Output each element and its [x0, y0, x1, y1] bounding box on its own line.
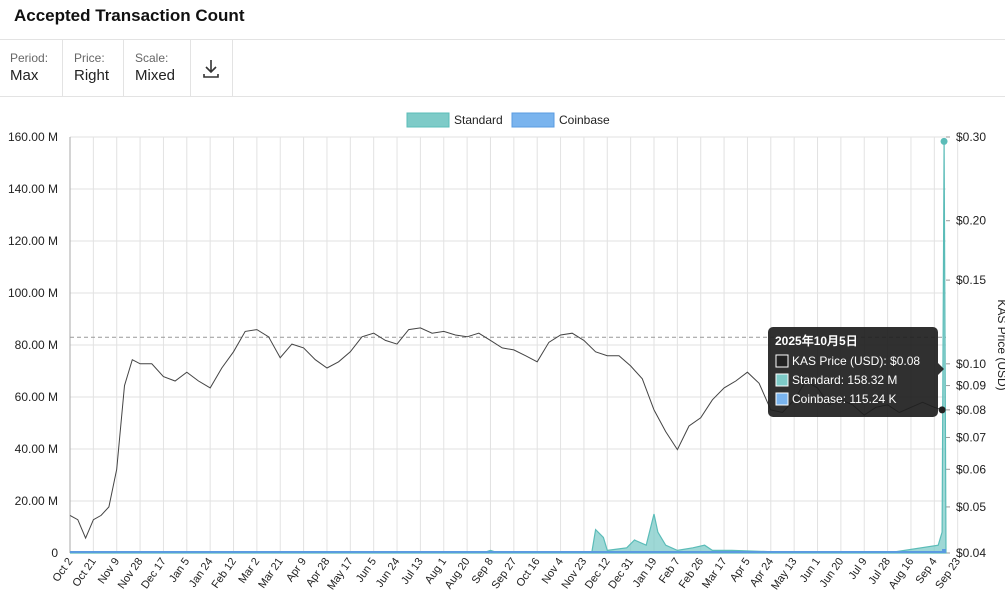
x-tick-label: Oct 21 — [70, 556, 98, 589]
x-tick-label: Jun 20 — [818, 556, 847, 590]
tooltip-swatch-1 — [775, 373, 789, 387]
y-right-tick-label: $0.05 — [956, 500, 986, 514]
y-left-tick-label: 120.00 M — [8, 234, 58, 248]
period-label: Period: — [10, 51, 49, 65]
period-selector[interactable]: Period: Max — [0, 40, 63, 96]
legend-swatch-1 — [511, 112, 555, 128]
x-tick-label: Aug 16 — [887, 556, 917, 591]
x-tick-label: Mar 21 — [256, 556, 285, 591]
legend-label-0: Standard — [454, 113, 503, 127]
y-left-tick-label: 100.00 M — [8, 286, 58, 300]
y-right-tick-label: $0.07 — [956, 430, 986, 444]
tooltip: 2025年10月5日 KAS Price (USD): $0.08 Standard… — [768, 327, 944, 417]
y-left-tick-label: 20.00 M — [15, 494, 58, 508]
y-left-tick-label: 40.00 M — [15, 442, 58, 456]
tooltip-background — [768, 327, 938, 417]
tooltip-row-1: Standard: 158.32 M — [792, 373, 897, 387]
page-title: Accepted Transaction Count — [14, 6, 245, 25]
y-left-tick-label: 140.00 M — [8, 182, 58, 196]
y-left-tick-label: 160.00 M — [8, 130, 58, 144]
x-tick-label: Jan 19 — [631, 556, 660, 590]
y-right-tick-label: $0.20 — [956, 214, 986, 228]
y-right-tick-label: $0.04 — [956, 546, 986, 560]
chart-controls: Period: Max Price: Right Scale: Mixed — [0, 40, 1005, 97]
y-right-tick-label: $0.10 — [956, 357, 986, 371]
coinbase-hover-point — [942, 549, 947, 553]
y-left-tick-label: 60.00 M — [15, 390, 58, 404]
x-tick-label: Sep 27 — [489, 556, 519, 591]
y-right-tick-label: $0.09 — [956, 379, 986, 393]
y-right-tick-label: $0.06 — [956, 462, 986, 476]
price-selector[interactable]: Price: Right — [62, 40, 124, 96]
y-right-tick-label: $0.15 — [956, 273, 986, 287]
x-tick-label: Dec 31 — [606, 556, 636, 591]
x-tick-label: Oct 16 — [514, 556, 542, 589]
tooltip-row-0: KAS Price (USD): $0.08 — [792, 354, 920, 368]
scale-value: Mixed — [135, 67, 176, 84]
x-tick-label: Jul 13 — [399, 556, 426, 587]
y-right-tick-label: $0.08 — [956, 403, 986, 417]
tooltip-title: 2025年10月5日 — [775, 333, 858, 348]
tooltip-row-2: Coinbase: 115.24 K — [792, 392, 897, 406]
price-hover-point — [938, 406, 946, 414]
x-tick-label: Feb 12 — [210, 556, 239, 591]
title-bar: Accepted Transaction Count — [0, 0, 1005, 40]
y-left-tick-label: 0 — [51, 546, 58, 560]
standard-hover-point — [940, 137, 948, 145]
scale-selector[interactable]: Scale: Mixed — [123, 40, 191, 96]
tooltip-caret — [938, 363, 944, 375]
price-value: Right — [74, 67, 110, 84]
scale-label: Scale: — [135, 51, 169, 65]
x-tick-label: Mar 17 — [700, 556, 729, 591]
download-button[interactable] — [190, 40, 233, 96]
legend-swatch-0 — [406, 112, 450, 128]
x-tick-label: Aug 20 — [443, 556, 473, 591]
x-tick-label: Sep 23 — [933, 556, 963, 591]
x-tick-label: Jun 24 — [374, 556, 403, 590]
tooltip-swatch-2 — [775, 392, 789, 406]
legend-label-1: Coinbase — [559, 113, 610, 127]
price-label: Price: — [74, 51, 105, 65]
x-tick-label: Dec 17 — [139, 556, 169, 591]
download-icon — [203, 60, 219, 78]
legend: Standard Coinbase — [406, 112, 610, 128]
period-value: Max — [10, 67, 39, 84]
y-right-axis-label: KAS Price (USD) — [995, 299, 1005, 390]
x-tick-label: Jul 9 — [847, 556, 870, 582]
y-right-tick-label: $0.30 — [956, 130, 986, 144]
chart-area: Standard Coinbase Oct 2 Oct 21 Nov 9 Nov 28 De… — [0, 97, 1005, 605]
tooltip-swatch-0 — [775, 354, 789, 368]
y-left-tick-label: 80.00 M — [15, 338, 58, 352]
